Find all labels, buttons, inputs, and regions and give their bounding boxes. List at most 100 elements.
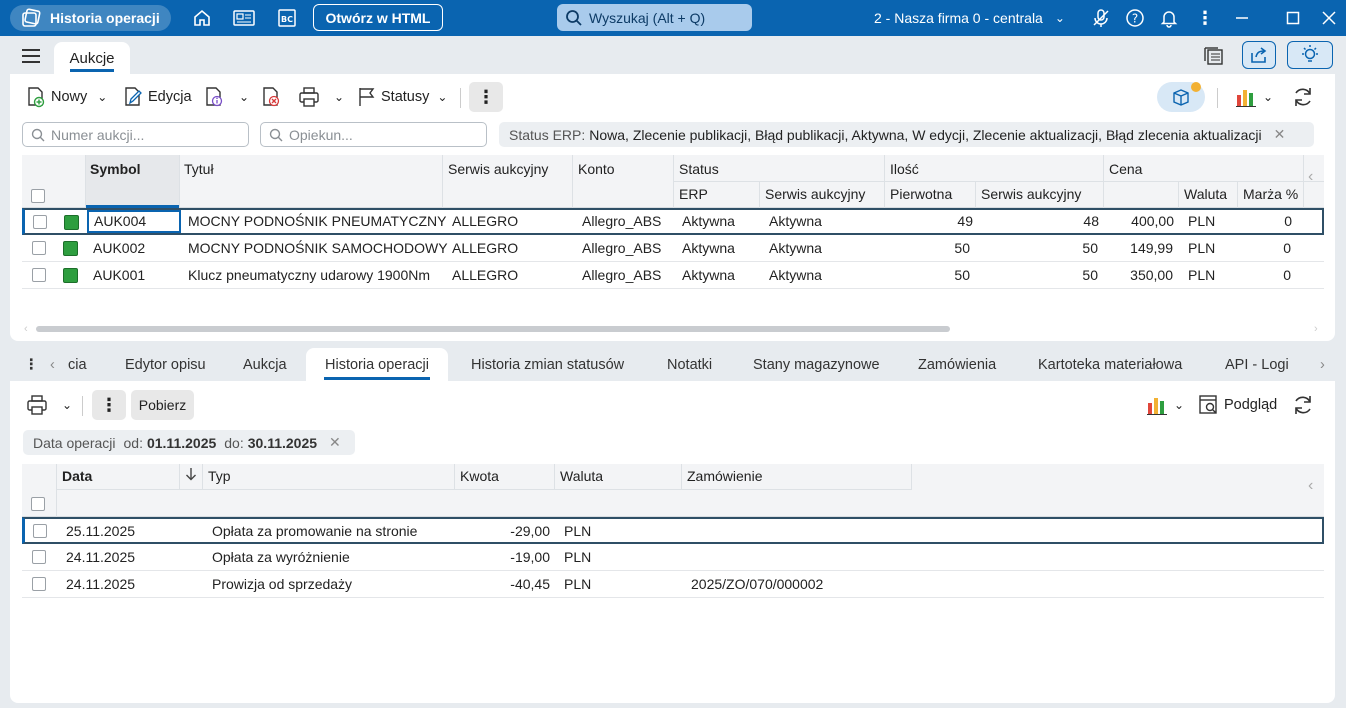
open-html-button[interactable]: Otwórz w HTML xyxy=(313,4,443,31)
scroll-left-icon[interactable]: ‹ xyxy=(1308,477,1314,494)
focused-cell[interactable] xyxy=(87,210,181,233)
title-bar: Historia operacji BC Otwórz w HTML Wyszu… xyxy=(0,0,1346,36)
more-vertical-icon[interactable]: ⋮ xyxy=(1196,7,1214,28)
auction-number-placeholder: Numer aukcji... xyxy=(51,126,145,143)
tabs-scroll-right-icon[interactable]: › xyxy=(1320,357,1325,373)
tab-material-file[interactable]: Kartoteka materiałowa xyxy=(1038,357,1183,373)
edit-button[interactable]: Edycja xyxy=(122,86,192,108)
col-qty-service[interactable]: Serwis aukcyjny xyxy=(981,186,1082,202)
keeper-input[interactable]: Opiekun... xyxy=(260,122,487,147)
maximize-icon[interactable] xyxy=(1282,7,1304,29)
col-type[interactable]: Typ xyxy=(208,468,231,484)
col-qty-initial[interactable]: Pierwotna xyxy=(890,186,953,202)
col-symbol[interactable]: Symbol xyxy=(90,161,141,177)
table-row[interactable]: AUK002 MOCNY PODNOŚNIK SAMOCHODOWY ALLEG… xyxy=(22,235,1324,262)
row-checkbox[interactable] xyxy=(32,241,46,255)
col-currency[interactable]: Waluta xyxy=(1184,186,1228,202)
status-filter-chip[interactable]: Status ERP: Nowa, Zlecenie publikacji, B… xyxy=(499,122,1314,147)
print-button[interactable]: ⌄ xyxy=(298,86,344,108)
clear-filter-icon[interactable]: ✕ xyxy=(1273,126,1286,142)
auction-number-input[interactable]: Numer aukcji... xyxy=(22,122,249,147)
history-print-button[interactable]: ⌄ xyxy=(26,394,72,416)
chevron-down-icon: ⌄ xyxy=(97,90,108,104)
table-row[interactable]: 25.11.2025 Opłata za promowanie na stron… xyxy=(22,517,1324,544)
more-actions-button[interactable]: ⋮ xyxy=(469,82,503,112)
sync-toggle[interactable] xyxy=(1157,82,1205,112)
horizontal-scrollbar[interactable] xyxy=(36,326,950,332)
menu-icon[interactable] xyxy=(22,49,40,63)
tab-notes[interactable]: Notatki xyxy=(667,357,713,373)
history-chart-button[interactable]: ⌄ xyxy=(1146,394,1184,416)
table-row[interactable]: AUK004 MOCNY PODNOŚNIK PNEUMATYCZNY ALLE… xyxy=(22,208,1324,235)
history-more-button[interactable]: ⋮ xyxy=(92,390,126,420)
tab-editor[interactable]: Edytor opisu xyxy=(125,357,206,373)
tab-status-history[interactable]: Historia zmian statusów xyxy=(471,357,625,373)
mic-off-icon[interactable] xyxy=(1090,7,1112,29)
home-icon[interactable] xyxy=(191,7,213,29)
cell-title: MOCNY PODNOŚNIK PNEUMATYCZNY xyxy=(188,213,447,229)
minimize-icon[interactable] xyxy=(1231,7,1253,29)
statuses-button[interactable]: Statusy ⌄ xyxy=(357,86,447,108)
col-title[interactable]: Tytuł xyxy=(184,161,214,177)
global-search-input[interactable]: Wyszukaj (Alt + Q) xyxy=(557,4,752,31)
barcode-icon[interactable]: BC xyxy=(276,7,298,29)
table-row[interactable]: AUK001 Klucz pneumatyczny udarowy 1900Nm… xyxy=(22,262,1324,289)
bell-icon[interactable] xyxy=(1158,7,1180,29)
theme-button[interactable] xyxy=(1287,41,1333,69)
refresh-button[interactable] xyxy=(1291,85,1315,109)
col-status-erp[interactable]: ERP xyxy=(679,186,708,202)
refresh-icon xyxy=(1295,88,1311,106)
row-checkbox[interactable] xyxy=(33,524,47,538)
tab-auction[interactable]: Aukcja xyxy=(243,357,287,373)
preview-button[interactable]: Podgląd xyxy=(1198,394,1277,416)
app-title-pill[interactable]: Historia operacji xyxy=(10,5,171,31)
clear-date-filter-icon[interactable]: ✕ xyxy=(329,434,341,450)
chart-button[interactable]: ⌄ xyxy=(1235,86,1273,108)
info-button[interactable]: ⌄ xyxy=(203,86,249,108)
select-all-checkbox[interactable] xyxy=(31,189,45,203)
row-checkbox[interactable] xyxy=(33,215,47,229)
close-icon[interactable] xyxy=(1318,7,1340,29)
sorted-column-bg xyxy=(86,155,179,208)
tab-cia[interactable]: cia xyxy=(68,357,87,373)
history-refresh-button[interactable] xyxy=(1291,393,1315,417)
row-checkbox[interactable] xyxy=(32,268,46,282)
scroll-right-arrow[interactable]: › xyxy=(1314,323,1318,335)
tabs-scroll-left-icon[interactable]: ‹ xyxy=(50,357,55,373)
tabs-more-icon[interactable]: ⋮ xyxy=(24,357,39,373)
sort-desc-icon[interactable] xyxy=(185,467,197,484)
col-order[interactable]: Zamówienie xyxy=(687,468,763,484)
table-row[interactable]: 24.11.2025 Opłata za wyróżnienie -19,00 … xyxy=(22,544,1324,571)
col-amount[interactable]: Kwota xyxy=(460,468,499,484)
tab-orders[interactable]: Zamówienia xyxy=(918,357,997,373)
col-margin[interactable]: Marża % xyxy=(1243,186,1299,202)
scroll-left-arrow[interactable]: ‹ xyxy=(24,323,28,335)
status-filter-label: Status ERP: xyxy=(509,126,586,143)
tab-aukcje[interactable]: Aukcje xyxy=(54,42,130,74)
news-icon[interactable] xyxy=(233,7,255,29)
fetch-button[interactable]: Pobierz xyxy=(131,390,194,420)
col-service[interactable]: Serwis aukcyjny xyxy=(448,161,549,177)
help-icon[interactable]: ? xyxy=(1124,7,1146,29)
table-row[interactable]: 24.11.2025 Prowizja od sprzedaży -40,45 … xyxy=(22,571,1324,598)
row-checkbox[interactable] xyxy=(32,577,46,591)
cell-date: 24.11.2025 xyxy=(66,549,136,565)
date-filter-chip[interactable]: Data operacji od: 01.11.2025 do: 30.11.2… xyxy=(23,430,355,455)
tab-stock[interactable]: Stany magazynowe xyxy=(753,357,880,373)
company-selector[interactable]: 2 - Nasza firma 0 - centrala ⌄ xyxy=(874,10,1065,26)
share-icon xyxy=(1251,47,1267,63)
delete-button[interactable] xyxy=(260,86,282,108)
col-status-service[interactable]: Serwis aukcyjny xyxy=(765,186,866,202)
tab-operation-history[interactable]: Historia operacji xyxy=(306,348,448,382)
row-checkbox[interactable] xyxy=(32,550,46,564)
new-button[interactable]: Nowy ⌄ xyxy=(25,86,107,108)
col-account[interactable]: Konto xyxy=(578,161,615,177)
col-date[interactable]: Data xyxy=(62,468,93,484)
history-select-all-checkbox[interactable] xyxy=(31,497,45,511)
tab-api-logs[interactable]: API - Logi xyxy=(1225,357,1289,373)
scroll-left-icon[interactable]: ‹ xyxy=(1308,168,1314,185)
col-currency[interactable]: Waluta xyxy=(560,468,604,484)
share-button[interactable] xyxy=(1242,41,1276,69)
cell-margin: 0 xyxy=(1284,213,1292,229)
document-list-icon[interactable] xyxy=(1204,46,1224,69)
